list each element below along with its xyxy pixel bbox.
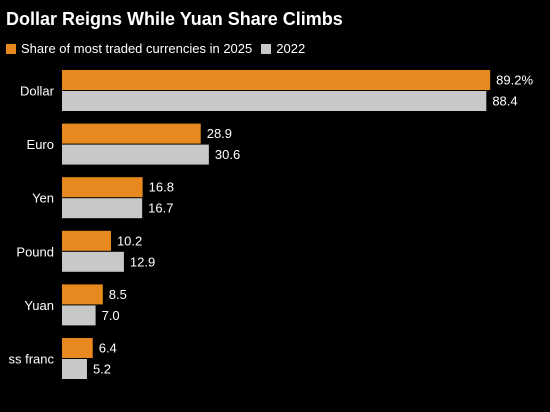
chart-legend: Share of most traded currencies in 2025 … (6, 41, 314, 56)
category-label: Yen (32, 191, 54, 206)
bar-2025 (62, 284, 103, 305)
legend-label-2022: 2022 (276, 41, 306, 56)
legend-label-2025: Share of most traded currencies in 2025 (21, 41, 253, 56)
category-label: ss franc (8, 352, 54, 367)
value-label: 12.9 (130, 254, 155, 269)
category-label: Euro (27, 137, 54, 152)
value-label: 89.2% (496, 73, 533, 88)
value-label: 7.0 (102, 308, 120, 323)
value-label: 10.2 (117, 233, 142, 248)
value-label: 8.5 (109, 287, 127, 302)
bar-2022 (62, 359, 87, 379)
legend-swatch-2025 (6, 43, 16, 54)
bar-2025 (62, 338, 93, 358)
value-label: 30.6 (215, 147, 240, 162)
value-label: 16.7 (148, 201, 173, 216)
category-label: Pound (16, 244, 54, 259)
bar-2022 (62, 305, 96, 326)
bar-2025 (62, 177, 143, 198)
value-label: 28.9 (207, 126, 232, 141)
legend-item-2025: Share of most traded currencies in 2025 (6, 41, 252, 56)
value-label: 5.2 (93, 362, 111, 377)
bar-2025 (62, 123, 201, 144)
bar-2025 (62, 70, 491, 90)
chart-title: Dollar Reigns While Yuan Share Climbs (6, 9, 343, 29)
bar-2022 (62, 144, 209, 165)
value-label: 88.4 (492, 94, 517, 109)
legend-swatch-2022 (261, 43, 272, 54)
category-label: Yuan (24, 298, 54, 313)
bar-2025 (62, 230, 111, 251)
value-label: 6.4 (99, 341, 117, 356)
value-label: 16.8 (149, 180, 174, 195)
legend-item-2022: 2022 (261, 41, 305, 56)
bar-2022 (62, 251, 124, 272)
category-label: Dollar (20, 84, 55, 99)
bar-2022 (62, 91, 487, 111)
bar-2022 (62, 198, 143, 219)
